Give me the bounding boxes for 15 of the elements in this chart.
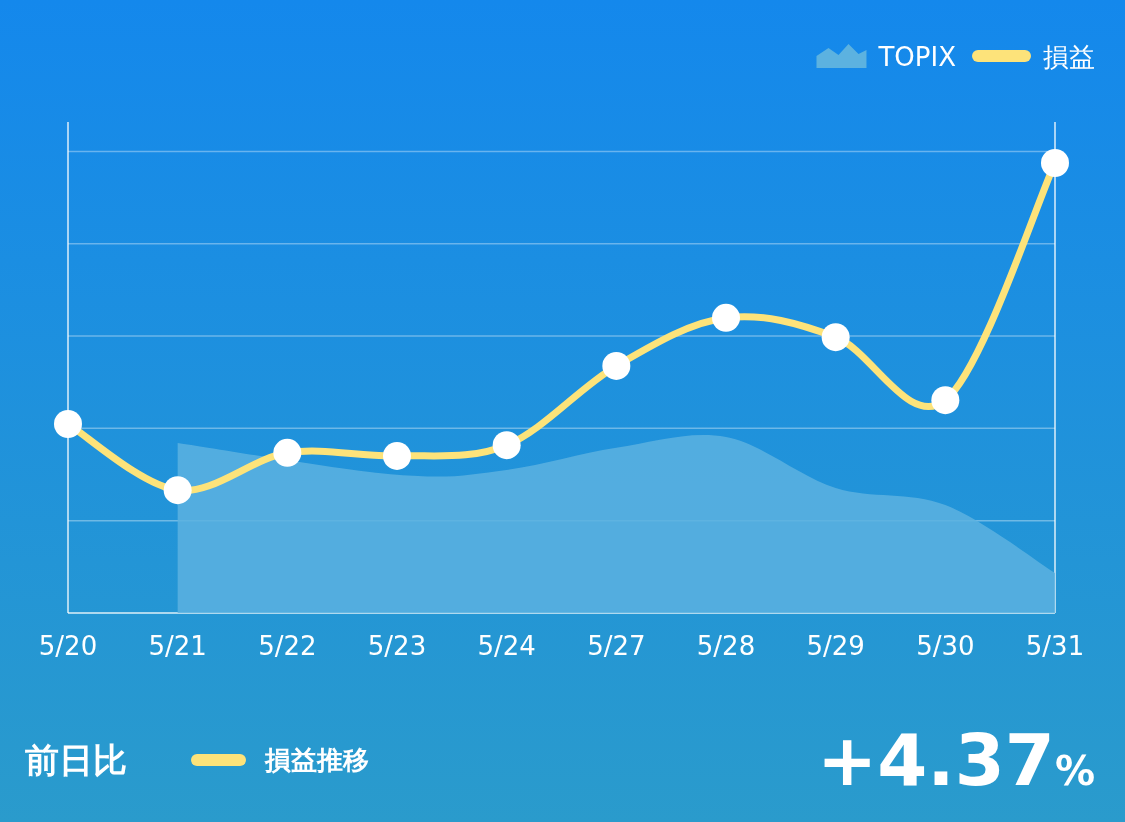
x-tick-label: 5/31 (1025, 631, 1085, 661)
x-tick-label: 5/30 (916, 631, 975, 661)
text: 前日比 (25, 740, 127, 780)
x-tick-label: 5/29 (806, 631, 865, 661)
text: 損益推移 (264, 745, 369, 775)
x-tick-label: 5/27 (587, 631, 646, 661)
x-tick-label: 5/21 (148, 631, 207, 661)
x-tick-label: 5/23 (367, 631, 427, 661)
x-tick-label: 5/28 (696, 631, 756, 661)
text: +4.37% (816, 718, 1095, 802)
x-tick-label: 5/24 (477, 631, 536, 661)
legend-label: 損益 (1043, 42, 1095, 72)
legend-label: TOPIX (877, 42, 956, 72)
x-tick-label: 5/20 (38, 631, 98, 661)
x-tick-label: 5/22 (258, 631, 317, 661)
